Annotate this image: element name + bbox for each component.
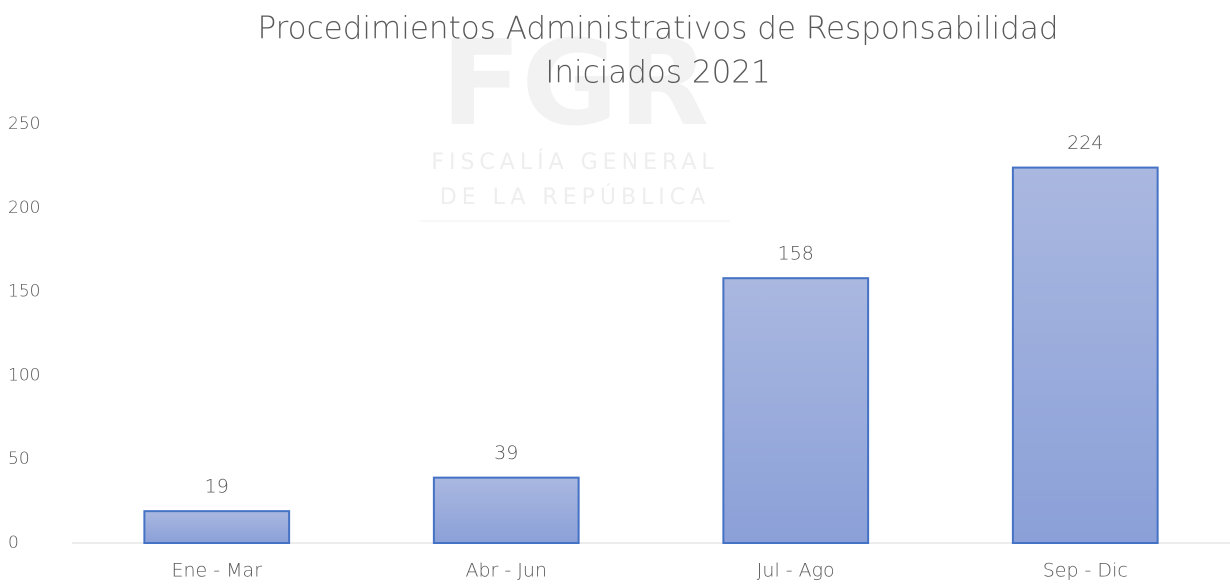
bar	[432, 476, 580, 544]
y-tick-label: 200	[8, 198, 40, 218]
data-label: 39	[494, 442, 518, 464]
x-tick-label: Ene - Mar	[171, 560, 262, 582]
y-tick-label: 0	[8, 533, 19, 553]
chart-title: Procedimientos Administrativos de Respon…	[257, 11, 1058, 47]
y-tick-label: 150	[8, 282, 40, 302]
y-tick-label: 250	[8, 114, 40, 134]
y-tick-label: 50	[8, 449, 30, 469]
y-tick-label: 100	[8, 365, 40, 385]
data-label: 158	[778, 243, 814, 265]
chart-title: Iniciados 2021	[545, 55, 771, 91]
watermark-line: DE LA REPÚBLICA	[440, 184, 710, 210]
bar	[143, 510, 291, 545]
x-tick-label: Jul - Ago	[757, 560, 835, 582]
data-label: 19	[205, 476, 229, 498]
watermark-line: FISCALÍA GENERAL	[431, 149, 718, 175]
watermark-logo: FGR	[441, 14, 709, 152]
data-label: 224	[1067, 132, 1103, 154]
bar	[722, 277, 870, 544]
x-tick-label: Abr - Jun	[466, 560, 548, 582]
x-tick-label: Sep - Dic	[1043, 560, 1128, 582]
bar	[1011, 166, 1159, 545]
